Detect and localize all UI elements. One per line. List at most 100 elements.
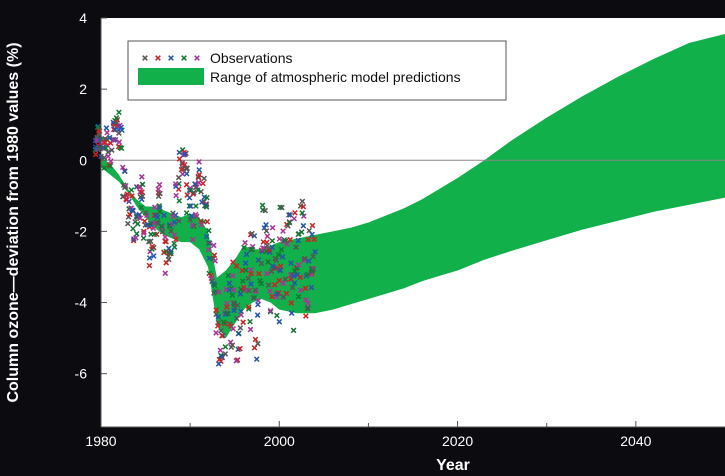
- observation-marker: [292, 209, 298, 216]
- observation-marker: [279, 254, 286, 260]
- observation-marker: [291, 215, 298, 222]
- y-axis-title: Column ozone—deviation from 1980 values …: [5, 42, 22, 402]
- observation-marker: [139, 181, 146, 188]
- x-axis-title: Year: [436, 457, 470, 474]
- observation-marker: [187, 203, 194, 209]
- observation-marker: [291, 280, 298, 286]
- observation-marker: [245, 304, 252, 310]
- observation-marker: [92, 144, 99, 150]
- observation-marker: [268, 268, 275, 275]
- observation-marker: [304, 305, 311, 311]
- observation-marker: [308, 284, 315, 291]
- observation-marker: [309, 231, 315, 238]
- observation-marker: [276, 318, 283, 325]
- observation-marker: [278, 246, 285, 253]
- observation-marker: [238, 312, 244, 318]
- x-tick-label: 2020: [442, 433, 473, 449]
- observation-marker: [280, 228, 286, 234]
- observation-marker: [146, 238, 152, 245]
- observation-marker: [280, 280, 287, 287]
- observation-marker: [142, 210, 149, 216]
- observation-marker: [94, 137, 101, 144]
- observation-marker: [133, 230, 140, 237]
- observation-marker: [196, 171, 203, 178]
- observation-marker: [198, 221, 205, 228]
- observation-marker: [233, 357, 240, 364]
- x-tick-label: 2040: [620, 433, 651, 449]
- observation-marker: [198, 188, 204, 195]
- observation-marker: [182, 151, 188, 158]
- observation-marker: [212, 258, 218, 264]
- observation-marker: [247, 318, 253, 325]
- observation-marker: [211, 282, 218, 289]
- observation-marker: [256, 270, 262, 277]
- observation-marker: [248, 246, 254, 253]
- x-tick-label: 1980: [85, 433, 116, 449]
- observation-marker: [133, 235, 139, 241]
- observation-marker: [241, 244, 247, 251]
- observation-marker: [151, 231, 158, 238]
- observation-marker: [229, 292, 236, 299]
- observation-marker: [146, 255, 153, 261]
- observation-marker: [252, 287, 259, 293]
- observation-marker: [139, 193, 146, 200]
- observation-marker: [155, 186, 162, 192]
- observation-marker: [163, 238, 169, 245]
- observation-marker: [111, 137, 117, 143]
- observation-marker: [156, 208, 163, 215]
- observation-marker: [115, 143, 122, 150]
- observation-marker: [173, 236, 179, 243]
- observation-marker: [192, 181, 198, 187]
- observation-marker: [229, 342, 236, 349]
- observation-marker: [130, 225, 136, 232]
- observation-marker: [291, 268, 298, 274]
- observation-marker: [288, 310, 295, 316]
- observation-marker: [101, 165, 108, 171]
- observation-marker: [290, 327, 297, 334]
- observation-marker: [222, 344, 229, 350]
- observation-marker: [245, 306, 252, 312]
- observation-marker: [151, 204, 158, 211]
- observation-marker: [205, 246, 212, 253]
- observation-marker: [254, 312, 261, 318]
- observation-marker: [301, 255, 308, 262]
- observation-marker: [116, 130, 122, 136]
- observation-marker: [230, 326, 236, 332]
- legend-observation-marker: [168, 55, 174, 61]
- observation-marker: [118, 145, 125, 152]
- observation-marker: [310, 253, 316, 260]
- observation-marker: [298, 229, 305, 235]
- observation-marker: [158, 223, 165, 229]
- observation-marker: [178, 166, 185, 173]
- legend-observation-marker: [194, 55, 200, 61]
- observation-marker: [309, 222, 316, 229]
- observation-marker: [276, 236, 283, 242]
- observation-marker: [205, 240, 212, 246]
- observation-marker: [186, 203, 193, 209]
- observation-marker: [262, 207, 269, 214]
- observation-marker: [229, 272, 236, 279]
- observation-marker: [171, 232, 178, 238]
- observation-marker: [151, 212, 158, 219]
- observation-marker: [156, 181, 163, 188]
- observation-marker: [218, 328, 224, 334]
- observation-marker: [170, 213, 177, 220]
- observation-marker: [284, 241, 290, 247]
- observation-marker: [264, 270, 270, 277]
- observation-marker: [188, 213, 195, 219]
- observation-marker: [233, 315, 240, 322]
- observation-marker: [285, 212, 292, 218]
- observation-marker: [258, 280, 265, 287]
- observation-marker: [92, 151, 99, 158]
- x-axis-ticks: 1980 2000 2020 2040: [85, 421, 652, 449]
- observation-marker: [176, 156, 183, 162]
- legend-observations-markers: [142, 55, 200, 61]
- observation-marker: [213, 307, 219, 313]
- observation-marker: [137, 189, 143, 195]
- observation-marker: [215, 361, 222, 367]
- observation-marker: [233, 263, 240, 269]
- observation-marker: [94, 124, 101, 131]
- observation-marker: [168, 248, 174, 255]
- legend-observation-marker: [142, 55, 148, 61]
- observation-marker: [263, 228, 270, 234]
